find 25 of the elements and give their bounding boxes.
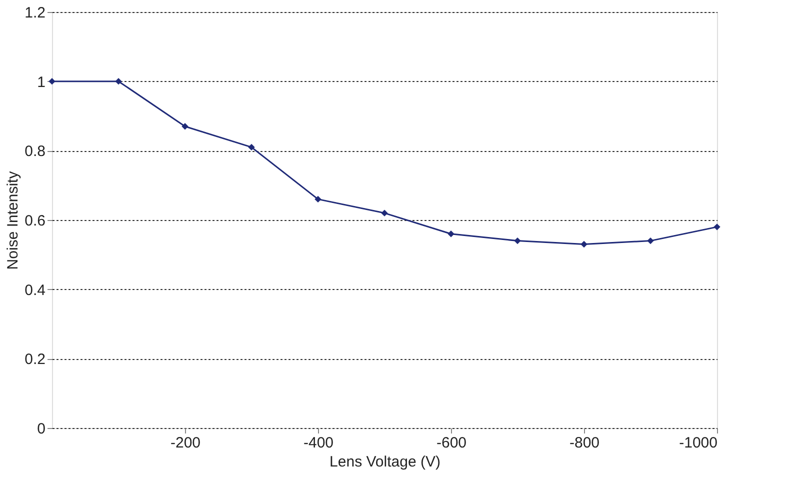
point bbox=[248, 144, 255, 151]
point bbox=[381, 210, 388, 216]
point bbox=[182, 123, 188, 130]
x-tick-label: -200 bbox=[170, 434, 201, 452]
point bbox=[448, 230, 454, 238]
y-tick-label: 0.4 bbox=[24, 282, 46, 299]
y-tick-label: 0.8 bbox=[24, 143, 46, 160]
x-tick-label: -800 bbox=[569, 434, 600, 452]
point bbox=[115, 78, 122, 85]
y-tick-label: 0.6 bbox=[24, 212, 46, 230]
y-tick-label: 1 bbox=[37, 74, 46, 91]
y-tick-label: 0.2 bbox=[24, 351, 46, 368]
point bbox=[314, 196, 322, 203]
x-tick-label: -600 bbox=[436, 434, 467, 452]
x-tick-label: -400 bbox=[303, 434, 334, 452]
point bbox=[514, 237, 521, 244]
x-tick-label: -1000 bbox=[679, 434, 718, 452]
point bbox=[580, 240, 588, 248]
point bbox=[714, 224, 720, 230]
y-tick-label: 1.2 bbox=[24, 4, 46, 22]
point bbox=[647, 237, 654, 244]
y-tick-label: 0 bbox=[37, 420, 46, 438]
y-axis-title: Noise Intensity bbox=[4, 170, 22, 270]
point bbox=[48, 78, 56, 85]
x-axis-title: Lens Voltage (V) bbox=[330, 454, 440, 470]
